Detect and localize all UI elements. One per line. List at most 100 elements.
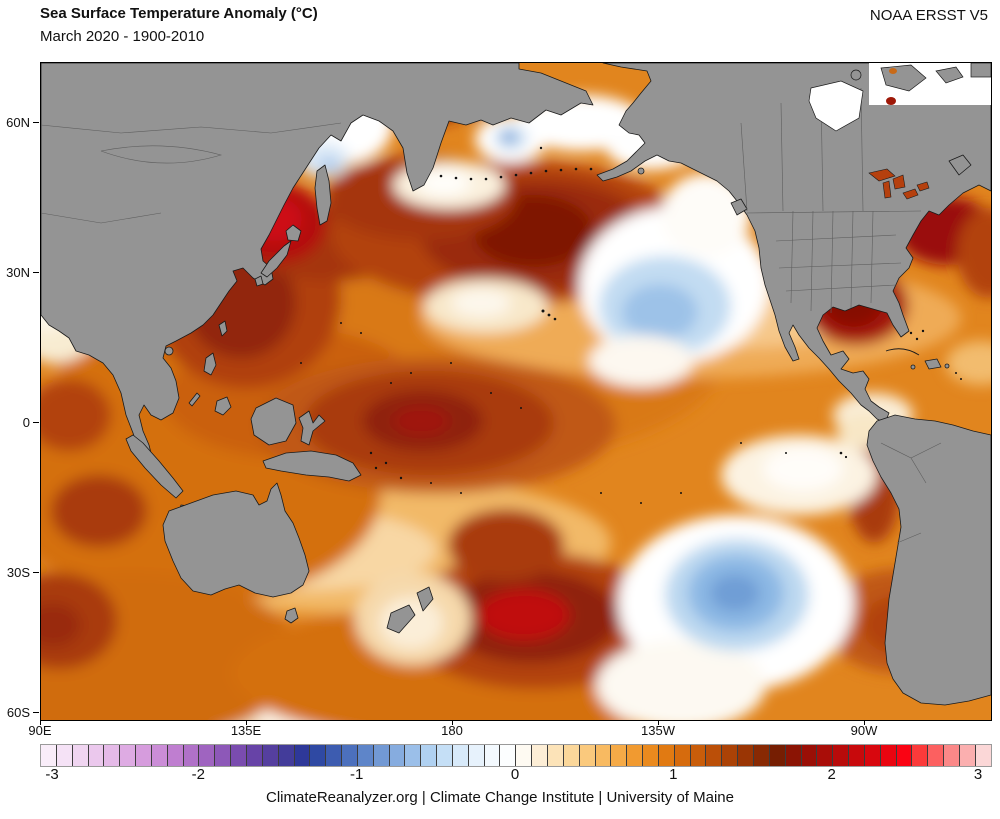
dataset-label: NOAA ERSST V5 [869,7,988,24]
anomaly-blob [622,284,698,340]
colorbar-cell [595,745,612,766]
y-axis-tick [33,272,39,273]
anomaly-blob [596,640,766,720]
colorbar-cell [278,745,295,766]
anomaly-blob [451,289,511,317]
land-south-america [866,414,991,706]
colorbar-cell [706,745,723,766]
colorbar-cell [579,745,596,766]
x-axis-label: 135W [641,723,675,738]
colorbar-cell [896,745,913,766]
colorbar-cell [56,745,73,766]
y-axis-label: 30N [6,265,30,280]
land-new-guinea [262,450,362,482]
x-axis-tick [864,720,865,725]
great-lakes [868,168,930,200]
page-subtitle: March 2020 - 1900-2010 [40,28,205,45]
colorbar-cell [167,745,184,766]
page-title: Sea Surface Temperature Anomaly (°C) [40,5,318,22]
colorbar-cell [468,745,485,766]
colorbar-cell [262,745,279,766]
y-axis-tick [33,422,39,423]
land-mindanao [214,396,232,416]
colorbar-cell [944,745,960,766]
colorbar-cell [516,745,533,766]
colorbar-cell [72,745,89,766]
colorbar-tick-label: -1 [349,766,364,783]
footer-credit: ClimateReanalyzer.org | Climate Change I… [266,789,734,806]
land-nz-south [386,604,416,634]
colorbar-tick-label: 2 [827,766,836,783]
x-axis-label: 90W [850,723,878,738]
colorbar-cell [484,745,501,766]
anomaly-blob [393,406,449,436]
colorbar-cell [532,745,548,766]
land-newfoundland [948,154,972,176]
colorbar-cell [674,745,691,766]
colorbar-cell [183,745,200,766]
land-sakhalin [314,164,332,226]
colorbar-tick-label: -3 [45,766,59,783]
land-honshu [260,240,292,278]
anomaly-blob [41,603,81,647]
colorbar-cell [801,745,818,766]
colorbar-cell [880,745,897,766]
colorbar-tick-label: 1 [669,766,678,783]
x-axis-label: 135E [230,723,262,738]
colorbar-tick-label: 0 [510,766,520,783]
colorbar-cell [326,745,343,766]
x-axis-tick [246,720,247,725]
land-tasmania [284,607,299,624]
anomaly-blob [418,171,470,195]
colorbar-cell [769,745,786,766]
colorbar-cell [88,745,105,766]
anomaly-blob [379,597,443,649]
x-axis-label: 90E [28,723,52,738]
colorbar-cell [690,745,707,766]
anomaly-blob [51,475,147,547]
anomaly-blob [946,341,991,385]
land-borneo [250,397,297,446]
colorbar-cell [136,745,152,766]
y-axis-label: 0 [22,415,30,430]
land-hokkaido [285,224,302,242]
landmasses [41,63,991,706]
colorbar-tick-label: 3 [973,766,983,783]
colorbar-cell [151,745,168,766]
colorbar-cell [658,745,675,766]
land-north-america [596,63,991,424]
no-data-ice-regions [808,63,991,132]
land-cuba-outline [885,348,920,356]
colorbar-cell [753,745,770,766]
anomaly-blob [710,574,760,612]
colorbar-cell [373,745,390,766]
anomaly-map [40,62,992,721]
colorbar-cell [120,745,137,766]
land-sumatra [125,434,184,499]
land-kyushu [254,275,264,287]
y-axis-label: 60S [6,705,30,720]
colorbar-cell [563,745,580,766]
colorbar [40,744,992,767]
colorbar-cell [975,745,991,766]
land-sulawesi [298,410,326,446]
x-axis-label: 180 [441,723,463,738]
y-axis-label: 60N [6,115,30,130]
anomaly-blob [478,589,570,641]
land-hispaniola [924,358,942,370]
anomaly-blob [501,131,517,143]
colorbar-cell [849,745,865,766]
colorbar-cell [246,745,263,766]
y-axis-label: 30S [6,565,30,580]
x-axis-tick [452,720,453,725]
colorbar-cell [421,745,438,766]
anomaly-blob [957,208,991,298]
colorbar-cell [912,745,929,766]
anomaly-blob [589,335,693,387]
y-axis-tick [33,572,39,573]
land-jamaica [910,364,916,370]
colorbar-tick-label: -2 [191,766,205,783]
small-islands [300,146,962,504]
colorbar-cell [928,745,945,766]
colorbar-cell [405,745,422,766]
